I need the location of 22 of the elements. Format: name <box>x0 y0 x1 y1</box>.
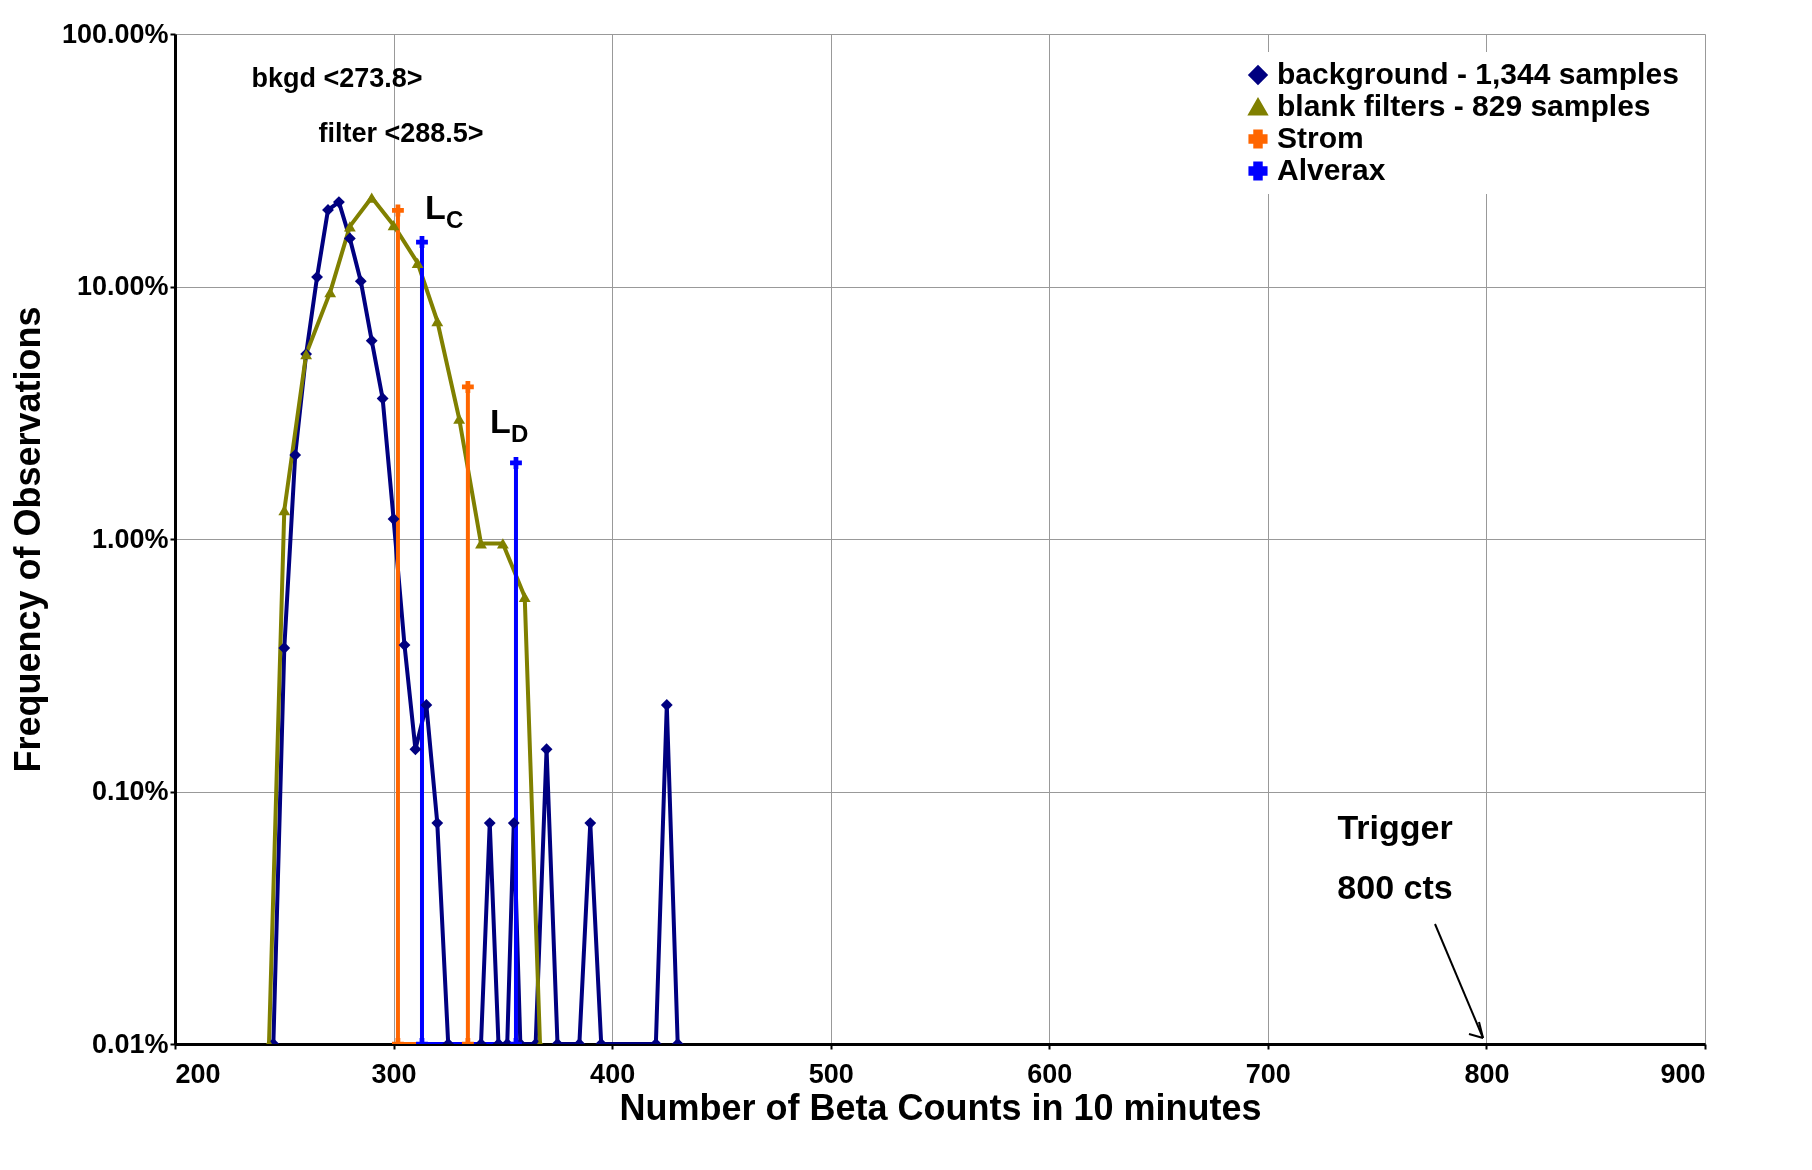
x-tick-label: 400 <box>590 1058 636 1089</box>
x-tick-label: 800 <box>1464 1058 1510 1089</box>
legend-label: Strom <box>1277 121 1364 154</box>
x-tick-label: 500 <box>808 1058 854 1089</box>
annotation: filter <288.5> <box>318 118 484 148</box>
annotation: Trigger 800 cts <box>1337 808 1453 906</box>
x-tick-label: 900 <box>1660 1058 1706 1089</box>
legend-label: Alverax <box>1277 153 1386 186</box>
y-tick-label: 0.01% <box>91 1028 169 1059</box>
y-axis-title: Frequency of Observations <box>6 306 48 773</box>
x-axis-title: Number of Beta Counts in 10 minutes <box>619 1086 1262 1128</box>
x-tick-label: 200 <box>175 1058 221 1089</box>
y-tick-label: 1.00% <box>91 523 169 554</box>
y-tick-label: 10.00% <box>76 271 169 301</box>
legend-label: blank filters - 829 samples <box>1277 89 1651 122</box>
x-tick-label: 300 <box>371 1058 417 1089</box>
y-tick-label: 0.10% <box>91 776 169 806</box>
y-tick-label: 100.00% <box>61 18 169 49</box>
legend-label: background - 1,344 samples <box>1277 57 1679 90</box>
x-tick-label: 700 <box>1245 1058 1291 1089</box>
x-tick-label: 600 <box>1027 1058 1073 1089</box>
annotation: bkgd <273.8> <box>251 63 423 93</box>
